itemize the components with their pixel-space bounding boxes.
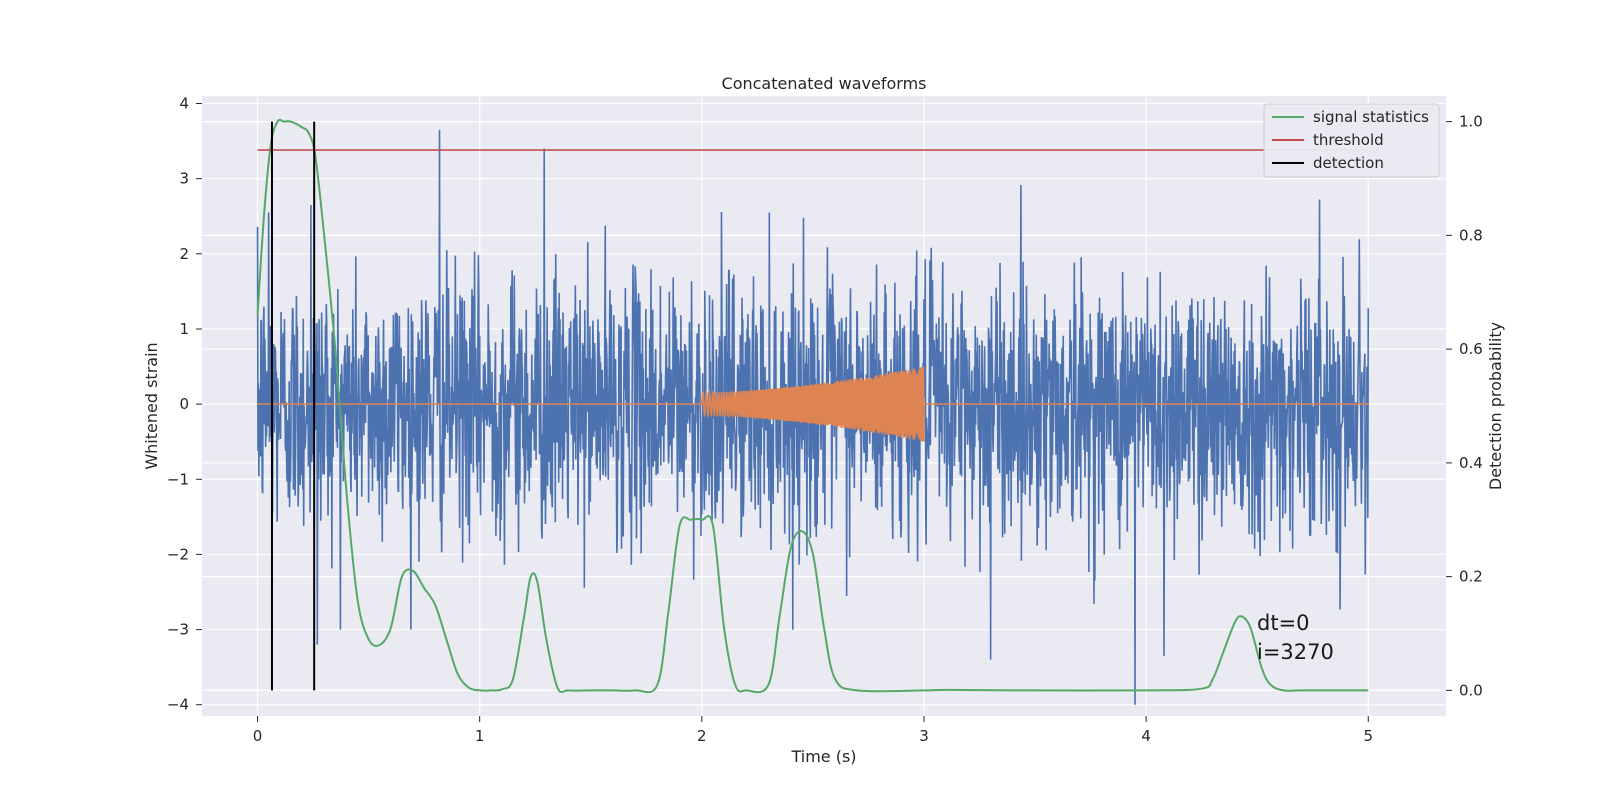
legend-label-detection: detection (1313, 154, 1384, 172)
chirp-series (257, 366, 1369, 442)
y-tick-label-right: 0.4 (1459, 454, 1483, 472)
annotation-line-dt: dt=0 (1257, 611, 1310, 635)
y-tick-label-left: −1 (167, 470, 189, 488)
signal-statistics-series (256, 118, 1369, 694)
chirp-line (257, 366, 1369, 442)
y-axis-label-right: Detection probability (1486, 322, 1505, 490)
x-tick-label: 5 (1363, 727, 1373, 745)
signal-statistics-line (256, 118, 1369, 694)
y-tick-label-left: −2 (167, 545, 189, 563)
y-tick-label-right: 0.6 (1459, 340, 1483, 358)
x-tick-label: 4 (1141, 727, 1151, 745)
strain-line (256, 129, 1370, 705)
chart-title: Concatenated waveforms (722, 74, 927, 93)
y-tick-label-left: 3 (179, 170, 189, 188)
y-tick-label-left: −3 (167, 621, 189, 639)
legend-label-signal-statistics: signal statistics (1313, 108, 1429, 126)
annotation: dt=0 i=3270 (1257, 611, 1334, 664)
y-tick-label-left: 2 (179, 245, 189, 263)
y-tick-label-left: 1 (179, 320, 189, 338)
x-tick-label: 0 (253, 727, 263, 745)
x-axis-label: Time (s) (790, 747, 856, 766)
detection-series (270, 121, 316, 691)
x-tick-label: 3 (919, 727, 929, 745)
y-tick-label-left: −4 (167, 696, 189, 714)
y-axis-label-left: Whitened strain (142, 342, 161, 469)
y-tick-label-right: 1.0 (1459, 113, 1483, 131)
annotation-line-i: i=3270 (1257, 640, 1334, 664)
legend: signal statistics threshold detection (1263, 103, 1440, 178)
legend-label-threshold: threshold (1313, 131, 1384, 149)
y-tick-label-left: 4 (179, 95, 189, 113)
y-tick-label-right: 0.8 (1459, 226, 1483, 244)
x-tick-label: 2 (697, 727, 707, 745)
x-tick-label: 1 (475, 727, 485, 745)
y-tick-label-left: 0 (179, 395, 189, 413)
y-tick-label-right: 0.2 (1459, 568, 1483, 586)
y-tick-label-right: 0.0 (1459, 681, 1483, 699)
strain-series (256, 129, 1370, 705)
axis-ticks: 0 1 2 3 4 5 −4 −3 −2 −1 0 1 2 3 4 0.0 0.2 0.4 0.6 0.8 1.0 (167, 95, 1483, 745)
legend-box (1263, 103, 1440, 178)
